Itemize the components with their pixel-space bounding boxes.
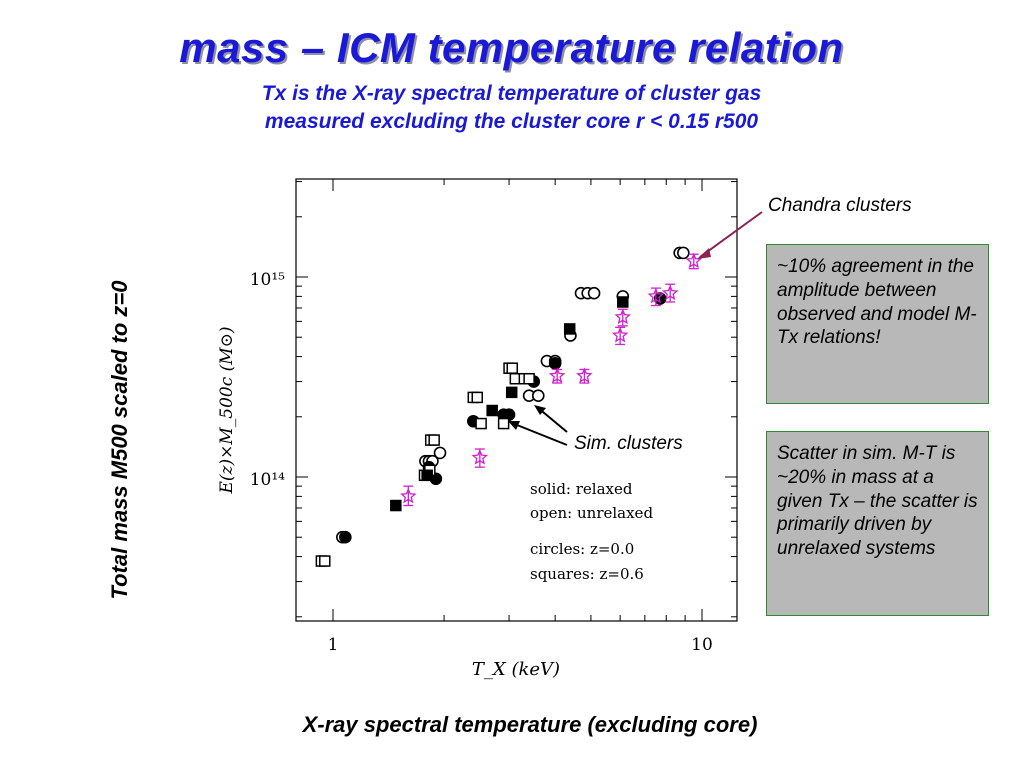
chandra-star-point [611, 326, 629, 343]
square-open-point [523, 372, 535, 385]
circle-open-point [433, 446, 447, 460]
chandra-star-point [400, 487, 417, 504]
chandra-star-point [661, 284, 679, 301]
inner-y-axis-label: E(z)×M_500c (M⊙) [217, 326, 237, 494]
data-points [315, 246, 702, 567]
agreement-note-box: ~10% agreement in the amplitude between … [766, 244, 989, 404]
chandra-star-point [576, 367, 593, 383]
legend-text-1: solid: relaxed [530, 480, 633, 498]
plot-frame [295, 178, 738, 622]
circle-open-point [677, 246, 690, 260]
y-tick-label-1e15: 10¹⁵ [250, 270, 285, 290]
square-solid-point [617, 296, 629, 308]
chandra-star-point [614, 308, 631, 325]
square-open-point [471, 391, 484, 404]
x-tick-label-10: 10 [691, 635, 713, 655]
sim-arrows [508, 405, 568, 446]
square-solid-point [505, 386, 518, 399]
axis-ticks [296, 179, 737, 621]
scatter-note-box: Scatter in sim. M-T is ~20% in mass at a… [766, 431, 989, 616]
square-solid-point [486, 404, 498, 417]
legend-text-3: circles: z=0.0 [530, 540, 634, 558]
square-open-point [319, 555, 331, 567]
y-tick-label-1e14: 10¹⁴ [250, 470, 285, 490]
legend-text-4: squares: z=0.6 [530, 565, 644, 583]
slide-title: mass – ICM temperature relation [179, 24, 844, 71]
inner-x-axis-label: T_X (keV) [472, 659, 560, 680]
circle-open-point [531, 389, 545, 402]
square-open-point [428, 434, 440, 446]
square-open-point [506, 362, 518, 374]
square-solid-point [563, 323, 576, 335]
legend-text-2: open: unrelaxed [530, 504, 653, 522]
chandra-star-point [685, 252, 702, 269]
plot-border [295, 178, 738, 622]
square-open-point [475, 417, 487, 430]
chandra-arrow [697, 211, 763, 259]
outer-x-axis-label: X-ray spectral temperature (excluding co… [302, 712, 758, 737]
circle-solid-point [339, 530, 352, 544]
chandra-star-point [647, 287, 665, 304]
circle-solid-point [548, 357, 562, 370]
square-solid-point [421, 469, 433, 482]
circle-open-point [587, 286, 601, 300]
square-solid-point [390, 499, 402, 512]
chandra-clusters-label: Chandra clusters [768, 195, 912, 216]
chandra-star-point [471, 448, 489, 465]
chandra-star-point [548, 367, 566, 383]
subtitle-line-1: Tx is the X-ray spectral temperature of … [261, 82, 762, 105]
x-tick-label-1: 1 [328, 635, 339, 655]
sim-clusters-label: Sim. clusters [574, 433, 683, 454]
subtitle-line-2: measured excluding the cluster core r < … [264, 110, 759, 133]
square-open-point [497, 417, 510, 430]
